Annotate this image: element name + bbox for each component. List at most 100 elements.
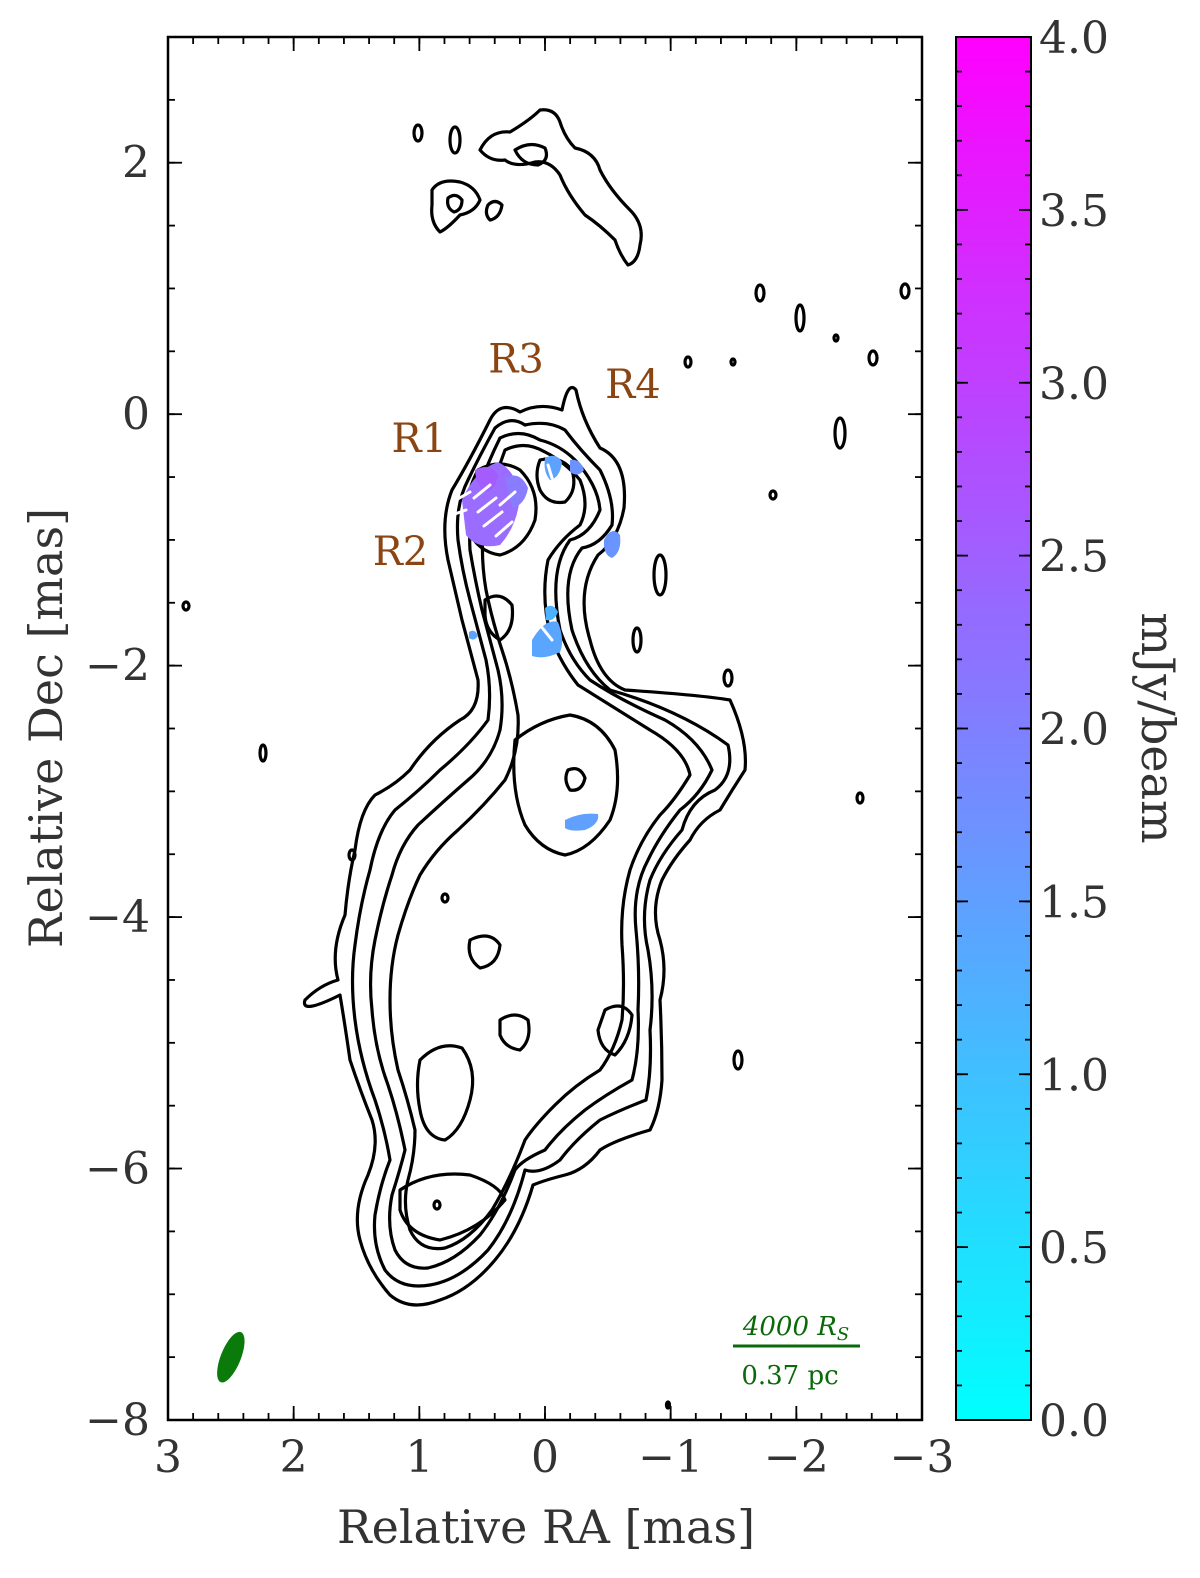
contour-north-blob-3 — [448, 125, 462, 155]
contour-hole-jet — [564, 767, 587, 792]
x-tick-label: 1 — [405, 1432, 433, 1483]
scale-bar-top-text: 4000 R — [742, 1312, 837, 1342]
contour-speck — [258, 743, 268, 763]
x-tick-label: −3 — [890, 1432, 955, 1483]
pol-patch-jet — [565, 813, 599, 831]
colorbar-tick-label: 1.5 — [1039, 877, 1109, 928]
contour-inner-r3 — [535, 457, 576, 505]
contour-speck — [832, 333, 840, 343]
polarization-patches — [462, 455, 621, 831]
y-tick-label: −8 — [85, 1395, 150, 1446]
contour-speck — [181, 600, 191, 612]
region-label-r2: R2 — [373, 529, 429, 575]
contour-inner-lobe-4 — [398, 1172, 507, 1242]
x-tick-label: 3 — [154, 1432, 182, 1483]
plot-area: R1 R2 R3 R4 4000 RS 0.37 pc 3 2 1 0 −1 −2 −3 2 0 −2 −… — [85, 35, 954, 1483]
contour-north-blob-2 — [484, 199, 504, 222]
pol-vector — [546, 463, 554, 480]
y-tick-label: 0 — [122, 389, 150, 440]
contour-north-blob-4 — [412, 123, 424, 143]
pol-patch-edge — [469, 630, 478, 640]
pol-vector — [472, 483, 492, 500]
contour-speck — [732, 1049, 744, 1071]
pol-vector — [482, 510, 504, 528]
pol-patch-r3 — [544, 455, 562, 480]
pol-patch-knot — [532, 621, 563, 658]
y-tick-label: −2 — [85, 641, 150, 692]
contour-speck — [867, 349, 879, 367]
colorbar-tick-label: 4.0 — [1039, 13, 1109, 64]
contour-speck — [664, 1400, 672, 1410]
scale-bar: 4000 RS 0.37 pc — [733, 1312, 860, 1391]
contour-level-3 — [368, 431, 714, 1270]
pol-patch-knot-b — [545, 605, 558, 621]
colorbar: 0.0 0.5 1.0 1.5 2.0 2.5 3.0 3.5 4.0 mJy/beam — [955, 13, 1185, 1447]
contour-north-inner — [513, 142, 549, 167]
region-labels: R1 R2 R3 R4 — [373, 337, 661, 575]
x-tick-label: −1 — [638, 1432, 703, 1483]
x-tick-label: 0 — [531, 1432, 559, 1483]
contour-inner-lobe-2 — [498, 1013, 531, 1052]
x-tick-label: −2 — [764, 1432, 829, 1483]
pol-patch-r1 — [462, 462, 520, 547]
polarization-vectors — [450, 463, 554, 642]
contour-inner-lobe-1 — [415, 1044, 475, 1142]
contour-speck — [855, 791, 865, 805]
contour-speck — [768, 489, 778, 501]
contour-speck — [722, 668, 734, 688]
x-axis-label: Relative RA [mas] — [337, 1500, 755, 1554]
pol-patch-r1-core — [475, 466, 498, 492]
plot-background — [168, 37, 922, 1420]
colorbar-tick-label: 2.5 — [1039, 532, 1109, 583]
contour-inner-lobe-3 — [596, 1004, 634, 1057]
contour-speck — [833, 416, 847, 450]
axis-tick-labels: 3 2 1 0 −1 −2 −3 2 0 −2 −4 −6 −8 — [85, 138, 954, 1483]
colorbar-tick-label: 2.0 — [1039, 705, 1109, 756]
contour-speck — [652, 553, 668, 597]
colorbar-ticks — [956, 36, 1031, 1421]
contour-level-1 — [302, 385, 748, 1307]
colorbar-tick-labels: 0.0 0.5 1.0 1.5 2.0 2.5 3.0 3.5 4.0 — [1039, 13, 1109, 1447]
contour-speck — [754, 283, 766, 303]
y-axis-label: Relative Dec [mas] — [19, 508, 73, 948]
pol-patch-r4 — [603, 531, 621, 558]
colorbar-tick-label: 3.5 — [1039, 186, 1109, 237]
contour-speck — [729, 357, 737, 367]
contour-inner-neck — [483, 594, 515, 642]
colorbar-tick-label: 3.0 — [1039, 359, 1109, 410]
contour-speck — [347, 848, 357, 862]
region-label-r1: R1 — [392, 416, 448, 462]
pol-patch-r3-b — [570, 459, 584, 475]
x-tick-label: 2 — [280, 1432, 308, 1483]
contour-speck — [631, 626, 643, 654]
colorbar-tick-label: 1.0 — [1039, 1050, 1109, 1101]
y-tick-label: 2 — [122, 138, 150, 189]
axis-ticks — [167, 36, 923, 1421]
y-tick-label: −6 — [85, 1144, 150, 1195]
contour-north-blob-1 — [430, 179, 482, 234]
contour-inner-jet — [512, 713, 620, 857]
contour-inner-mid — [467, 934, 502, 970]
pol-vector — [476, 496, 498, 514]
colorbar-label: mJy/beam — [1131, 612, 1185, 843]
pol-vector — [498, 490, 517, 507]
pol-vector — [538, 623, 554, 642]
scale-bar-top-label: 4000 RS — [742, 1312, 849, 1345]
region-label-r4: R4 — [605, 362, 661, 408]
contour-speck — [794, 303, 806, 333]
beam-ellipse — [217, 1331, 245, 1383]
contour-level-2 — [350, 419, 732, 1288]
contour-speck — [899, 282, 911, 300]
scale-bar-top-subscript: S — [837, 1324, 849, 1345]
scale-bar-bottom-label: 0.37 pc — [741, 1361, 838, 1391]
colorbar-tick-label: 0.5 — [1039, 1223, 1109, 1274]
y-tick-label: −4 — [85, 892, 150, 943]
pol-vector — [454, 490, 472, 502]
pol-vector — [494, 520, 514, 538]
pol-patch-r1-b — [505, 475, 528, 508]
colorbar-tick-label: 0.0 — [1039, 1396, 1109, 1447]
pol-vector — [450, 508, 468, 517]
contour-north-blob-1-inner — [446, 193, 464, 214]
contour-speck — [432, 1199, 442, 1211]
